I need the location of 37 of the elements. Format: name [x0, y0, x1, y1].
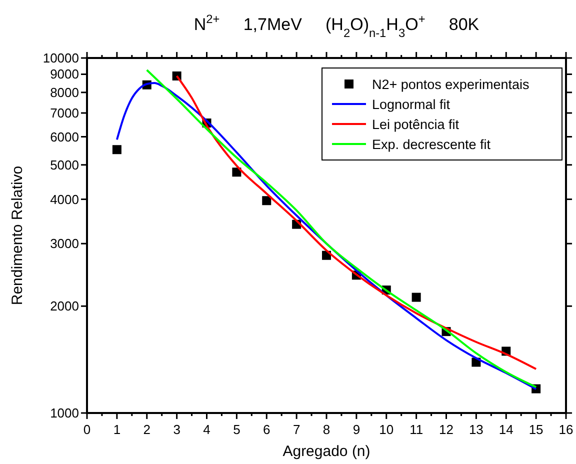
x-tick-label: 9	[352, 422, 360, 437]
y-tick-label: 6000	[50, 129, 79, 144]
x-tick-label: 1	[113, 422, 121, 437]
x-tick-label: 8	[322, 422, 330, 437]
x-tick-label: 7	[292, 422, 300, 437]
y-tick-label: 5000	[50, 157, 79, 172]
point	[412, 292, 421, 302]
point	[112, 145, 122, 154]
y-tick-label: 10000	[42, 50, 79, 66]
x-tick-label: 14	[498, 422, 514, 437]
y-tick-label: 8000	[50, 84, 79, 100]
x-tick-label: 15	[528, 422, 544, 437]
point	[262, 196, 272, 206]
x-tick-label: 2	[143, 422, 150, 437]
x-tick-label: 16	[558, 422, 574, 437]
chart-title: N$^{2+}$ 1,7MeV (H$_{2}$O)$_{n-1}$H$_{3}$O$^{+}$ 80K	[194, 12, 480, 40]
x-tick-label: 12	[439, 422, 454, 437]
legend-label: Exp. decrescente fit	[372, 137, 491, 152]
x-tick-label: 13	[468, 422, 484, 437]
y-tick-label: 1000	[50, 406, 79, 420]
legend-label: Lei potência fit	[372, 117, 460, 132]
x-axis-title: Agregado (n)	[282, 443, 370, 460]
legend-label: N2+ pontos experimentais	[372, 77, 530, 92]
x-tick-label: 0	[83, 422, 91, 437]
y-tick-label: 7000	[50, 105, 79, 120]
y-axis-title: Rendimento Relativo	[9, 166, 26, 306]
y-tick-label: 9000	[50, 66, 79, 82]
y-tick-label: 3000	[50, 236, 79, 252]
x-tick-label: 3	[173, 422, 180, 437]
legend-label: Lognormal fit	[372, 97, 450, 112]
y-tick-label: 4000	[50, 192, 79, 207]
x-tick-label: 5	[233, 422, 240, 437]
x-tick-label: 11	[410, 422, 424, 437]
x-tick-label: 6	[263, 422, 270, 437]
y-tick-label: 2000	[50, 298, 79, 314]
x-tick-label: 4	[203, 422, 210, 437]
x-tick-label: 10	[379, 422, 394, 437]
